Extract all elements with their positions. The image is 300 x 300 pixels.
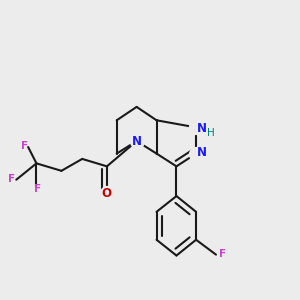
Text: N: N	[196, 146, 206, 159]
Text: H: H	[207, 128, 215, 138]
Text: O: O	[101, 187, 111, 200]
Text: F: F	[34, 184, 41, 194]
Text: F: F	[21, 141, 28, 151]
Text: N: N	[132, 135, 142, 148]
Text: F: F	[8, 174, 15, 184]
Text: N: N	[196, 122, 206, 135]
Text: F: F	[219, 249, 226, 259]
